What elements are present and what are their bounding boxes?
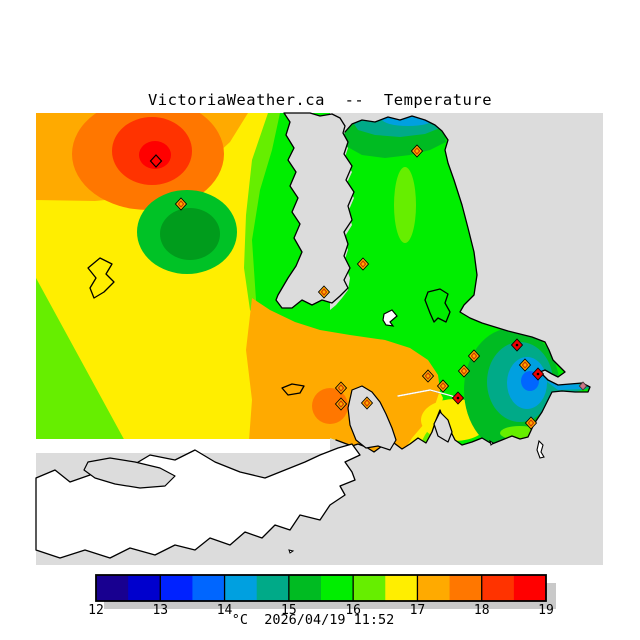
station-marker-diamond[interactable] [518,358,532,372]
station-marker-diamond[interactable] [334,397,348,411]
colorbar-tick-label: 15 [281,603,297,618]
colorbar-segment [192,575,226,601]
colorbar-segment [256,575,290,601]
langford-lake-outline [281,383,305,396]
tiny-rock [288,549,295,554]
station-marker-diamond[interactable] [457,364,471,378]
unit-datetime-label: °C 2026/04/19 11:52 [232,612,395,628]
map-title: VictoriaWeather.ca -- Temperature [148,91,492,109]
nodata-strip [36,439,330,453]
colorbar-tick-label: 14 [217,603,233,618]
station-marker-diamond[interactable] [436,379,450,393]
colorbar-frame [95,574,547,602]
colorbar-segment [417,575,451,601]
colorbar-segment [128,575,161,601]
colorbar-segment [224,575,258,601]
colorbar-tick-label: 17 [410,603,426,618]
station-marker-diamond[interactable] [451,391,465,405]
station-marker-diamond[interactable] [524,416,538,430]
station-marker-diamond[interactable] [510,338,524,352]
station-marker-diamond[interactable] [578,381,588,391]
station-marker-diamond[interactable] [334,381,348,395]
station-marker-diamond[interactable] [421,369,435,383]
bay-inlet-southwest [83,457,176,489]
colorbar-tick-label: 16 [345,603,361,618]
colorbar-segment [353,575,386,601]
colorbar-tick-label: 12 [88,603,104,618]
victoria-harbour-water [433,411,453,443]
colorbar-segment [160,575,193,601]
trial-island [536,439,545,459]
colorbar-segment [385,575,418,601]
sooke-lake-outline [87,257,115,299]
elk-lake-outline [424,288,451,323]
colorbar-segment [288,575,322,601]
zone-darkgreen-core [160,208,220,260]
station-marker-diamond[interactable] [467,349,481,363]
colorbar-segment [481,575,515,601]
zone-deep-orange-spot [312,388,348,424]
station-marker-diamond[interactable] [356,257,370,271]
temperature-colorbar: 12 13 14 15 16 17 18 19 [88,574,556,618]
esquimalt-harbour-water [347,385,397,451]
zone-yellowgreen-peninsula-patch [394,167,416,243]
station-marker-diamond[interactable] [149,154,163,168]
tiny-islet [489,439,494,446]
colorbar-segment [449,575,483,601]
station-markers [149,144,588,430]
saanich-inlet-water [275,112,355,309]
colorbar-tick-label: 18 [474,603,490,618]
station-marker-diamond[interactable] [531,367,545,381]
colorbar-segment [96,575,129,601]
colorbar-tick-label: 19 [538,603,554,618]
small-lake [382,309,398,327]
peninsula-coastline [335,115,591,453]
zone-orange-central [246,298,440,452]
station-marker-diamond[interactable] [360,396,374,410]
station-marker-diamond[interactable] [174,197,188,211]
station-marker-diamond[interactable] [317,285,331,299]
colorbar-segment [321,575,354,601]
colorbar-segment [513,575,547,601]
colorbar-tick-label: 13 [152,603,168,618]
station-marker-diamond[interactable] [410,144,424,158]
zone-red-core [139,141,171,169]
